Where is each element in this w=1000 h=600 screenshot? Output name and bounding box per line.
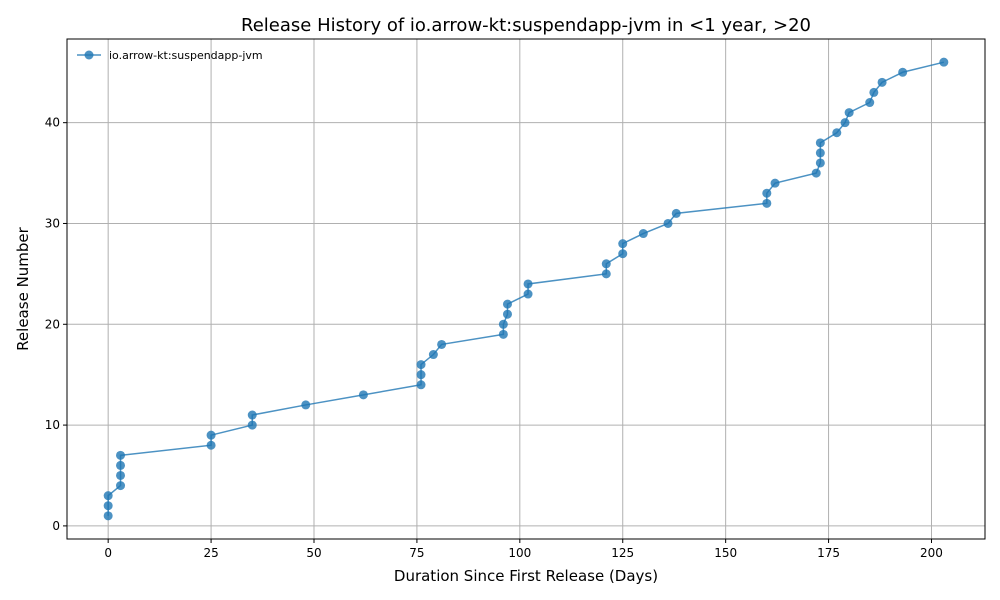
data-point <box>762 198 772 208</box>
legend-label: io.arrow-kt:suspendapp-jvm <box>109 49 263 62</box>
x-tick-label: 25 <box>203 546 218 560</box>
x-axis-ticks: 0 25 50 75 100 125 150 175 200 <box>104 539 943 560</box>
x-tick-label: 100 <box>508 546 531 560</box>
data-point <box>103 511 113 521</box>
data-point <box>815 158 825 168</box>
x-tick-label: 50 <box>306 546 321 560</box>
grid-lines <box>67 39 985 539</box>
legend-marker <box>84 50 94 60</box>
data-point <box>498 319 508 329</box>
data-point <box>416 380 426 390</box>
x-tick-label: 150 <box>714 546 737 560</box>
x-tick-label: 125 <box>611 546 634 560</box>
data-point <box>502 299 512 309</box>
data-point <box>416 370 426 380</box>
data-point <box>601 259 611 269</box>
series-line <box>107 61 945 516</box>
data-point <box>116 481 126 491</box>
y-tick-label: 20 <box>45 317 60 331</box>
data-point <box>502 309 512 319</box>
data-point <box>247 410 257 420</box>
x-tick-label: 200 <box>920 546 943 560</box>
x-tick-label: 0 <box>104 546 112 560</box>
data-point <box>416 360 426 370</box>
data-point <box>523 289 533 299</box>
data-point <box>116 470 126 480</box>
data-point <box>671 208 681 218</box>
data-point <box>898 67 908 77</box>
data-point <box>811 168 821 178</box>
data-point <box>498 329 508 339</box>
data-point <box>663 218 673 228</box>
data-point <box>618 239 628 249</box>
data-point <box>601 269 611 279</box>
y-axis-label: Release Number <box>14 226 32 350</box>
y-tick-label: 0 <box>52 519 60 533</box>
data-point <box>206 440 216 450</box>
y-axis-ticks: 0 10 20 30 40 <box>45 116 67 533</box>
x-tick-label: 175 <box>817 546 840 560</box>
data-point <box>762 188 772 198</box>
data-point <box>618 249 628 259</box>
data-point <box>865 98 875 108</box>
data-point <box>638 229 648 239</box>
y-tick-label: 40 <box>45 116 60 130</box>
data-point <box>832 128 842 138</box>
data-point <box>358 390 368 400</box>
legend: io.arrow-kt:suspendapp-jvm <box>77 49 263 62</box>
data-point <box>247 420 257 430</box>
data-point <box>116 460 126 470</box>
data-point <box>437 339 447 349</box>
y-tick-label: 10 <box>45 418 60 432</box>
data-point <box>770 178 780 188</box>
data-point <box>206 430 216 440</box>
x-axis-label: Duration Since First Release (Days) <box>394 567 658 585</box>
data-point <box>116 450 126 460</box>
x-tick-label: 75 <box>409 546 424 560</box>
plot-frame <box>66 38 986 540</box>
data-point <box>301 400 311 410</box>
data-point <box>103 501 113 511</box>
data-point <box>869 87 879 97</box>
data-point <box>428 350 438 360</box>
data-point <box>877 77 887 87</box>
data-point <box>815 138 825 148</box>
data-point <box>523 279 533 289</box>
data-point <box>103 491 113 501</box>
data-point <box>815 148 825 158</box>
data-series <box>103 57 949 521</box>
y-tick-label: 30 <box>45 216 60 230</box>
data-point <box>939 57 949 67</box>
chart-title: Release History of io.arrow-kt:suspendap… <box>241 15 811 36</box>
data-point <box>840 118 850 128</box>
data-point <box>844 108 854 118</box>
